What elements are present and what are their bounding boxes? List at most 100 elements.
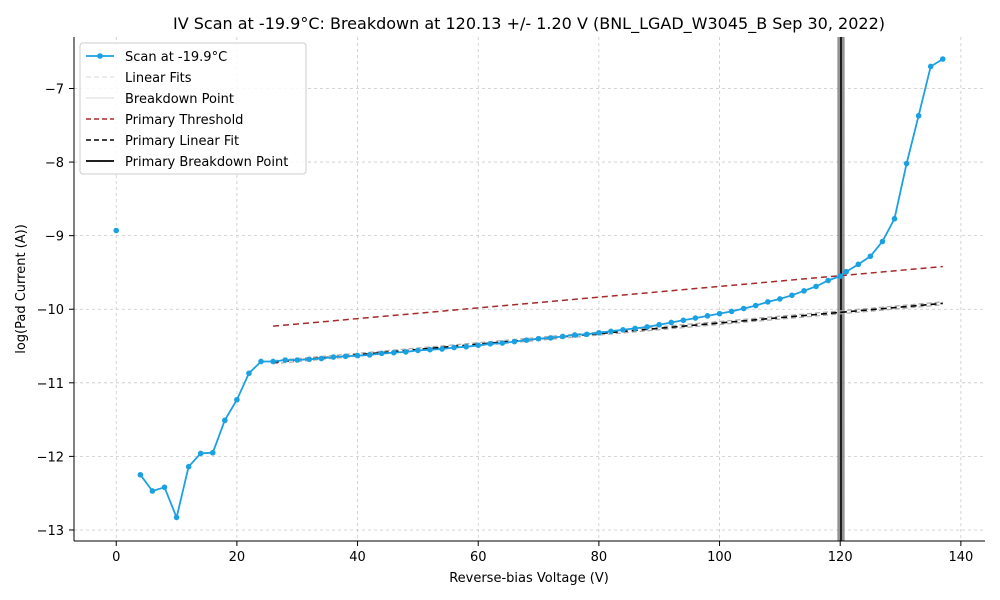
scan-point [620, 327, 626, 333]
scan-point [668, 319, 675, 326]
scan-point [523, 337, 530, 343]
scan-point [535, 335, 542, 342]
scan-point [801, 288, 807, 294]
scan-point [692, 315, 699, 321]
scan-point [843, 268, 850, 275]
scan-point [915, 112, 922, 119]
legend: Scan at -19.9°C Linear Fits Breakdown Po… [79, 42, 307, 175]
x-axis-label: Reverse-bias Voltage (V) [449, 571, 609, 586]
legend-label-primary-threshold: Primary Threshold [125, 113, 243, 128]
scan-point [270, 358, 276, 365]
x-tick-label: 80 [591, 550, 608, 565]
scan-point [403, 349, 409, 355]
legend-label-primary-linear-fit: Primary Linear Fit [125, 134, 239, 149]
legend-label-primary-breakdown-point: Primary Breakdown Point [125, 155, 288, 170]
x-tick-label: 60 [470, 550, 487, 565]
scan-point [306, 356, 313, 363]
tick-labels: 0 20 40 60 80 100 120 140 −13 −12 −11 −10 −9 −8 −7 [37, 83, 974, 565]
scan-point [294, 357, 301, 363]
scan-point [463, 343, 469, 350]
y-tick-label: −8 [45, 156, 64, 171]
scan-point [813, 283, 819, 290]
scan-point [330, 354, 337, 360]
scan-point [547, 335, 554, 341]
scan-point [318, 355, 325, 362]
scan-point [439, 346, 445, 352]
legend-item-breakdown-point: Breakdown Point [86, 92, 234, 107]
scan-point [891, 215, 898, 222]
scan-point [825, 277, 831, 284]
scan-point [234, 396, 240, 403]
scan-point [499, 340, 506, 346]
y-axis-label: log(Pad Current (A)) [14, 224, 29, 354]
x-tick-label: 0 [112, 550, 120, 565]
legend-item-primary-breakdown-point: Primary Breakdown Point [86, 155, 288, 170]
scan-point [366, 352, 373, 358]
legend-label-breakdown-point: Breakdown Point [125, 92, 234, 107]
legend-item-primary-linear-fit: Primary Linear Fit [86, 134, 239, 149]
legend-label-scan: Scan at -19.9°C [125, 50, 227, 65]
scan-point [903, 160, 910, 167]
scan-point [209, 449, 216, 456]
scan-point [789, 292, 795, 299]
scan-point [632, 325, 638, 332]
legend-item-scan: Scan at -19.9°C [86, 50, 227, 65]
scan-point [246, 370, 252, 377]
y-tick-label: −12 [37, 450, 64, 465]
scan-point [137, 471, 144, 478]
scan-point [258, 358, 264, 365]
scan-point [197, 450, 204, 457]
scan-point [282, 357, 288, 363]
scan-point [571, 332, 578, 338]
scan-point [427, 346, 433, 353]
legend-item-linear-fits: Linear Fits [86, 71, 192, 86]
scan-point [487, 341, 494, 347]
axes [69, 37, 985, 546]
x-tick-label: 140 [948, 550, 973, 565]
scan-point [927, 63, 934, 70]
x-tick-label: 40 [349, 550, 366, 565]
chart-title: IV Scan at -19.9°C: Breakdown at 120.13 … [173, 14, 885, 34]
scan-series [113, 56, 946, 521]
scan-point [222, 417, 228, 424]
y-tick-label: −13 [37, 524, 64, 539]
y-tick-label: −10 [37, 303, 64, 318]
scan-point [415, 347, 421, 354]
y-tick-label: −7 [45, 83, 64, 98]
scan-point [939, 56, 946, 62]
scan-point [608, 328, 614, 335]
scan-point [451, 344, 457, 351]
scan-point [765, 299, 771, 305]
scan-point [867, 253, 874, 260]
scan-point [680, 317, 687, 324]
legend-box [79, 42, 307, 175]
scan-point [584, 331, 590, 338]
scan-point [716, 310, 723, 317]
scan-point [837, 273, 844, 279]
primary-threshold-line [273, 265, 943, 327]
scan-point [777, 296, 783, 302]
scan-point [342, 353, 349, 360]
scan-point [559, 333, 566, 340]
scan-point [644, 324, 650, 330]
y-tick-label: −11 [37, 377, 64, 392]
scan-point [855, 261, 862, 268]
scan-point [378, 350, 385, 357]
scan-point [596, 329, 602, 336]
y-tick-label: −9 [45, 230, 64, 245]
x-tick-label: 20 [229, 550, 246, 565]
breakdown-band [837, 37, 845, 541]
legend-label-linear-fits: Linear Fits [125, 71, 192, 86]
legend-marker-scan [97, 53, 103, 59]
scan-point [475, 342, 482, 349]
legend-item-primary-threshold: Primary Threshold [86, 113, 243, 128]
scan-point [113, 227, 120, 234]
scan-point [173, 514, 180, 521]
scan-point [752, 302, 759, 309]
scan-point [740, 305, 747, 312]
scan-point [879, 238, 886, 245]
scan-point [149, 488, 156, 494]
scan-point [728, 308, 735, 315]
scan-point [511, 338, 518, 345]
